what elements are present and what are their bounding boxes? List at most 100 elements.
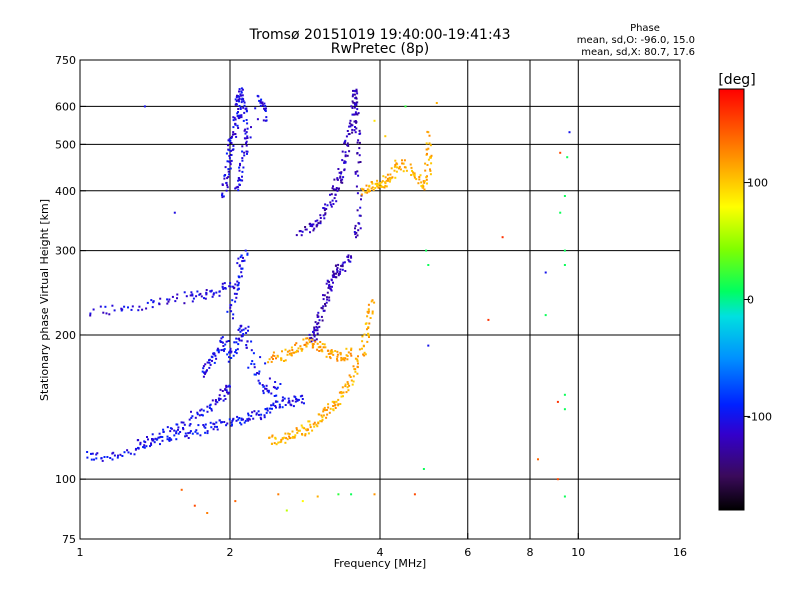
data-point: [201, 414, 204, 417]
data-point: [337, 398, 340, 401]
data-point: [301, 426, 304, 429]
data-point: [288, 401, 291, 404]
data-point: [137, 447, 140, 450]
data-point: [239, 330, 242, 333]
data-point: [228, 157, 231, 159]
data-point: [173, 211, 176, 214]
data-point: [280, 359, 283, 362]
data-point: [241, 97, 244, 100]
data-point: [236, 112, 239, 115]
data-point: [237, 111, 239, 113]
data-point: [234, 118, 237, 121]
data-point: [108, 313, 111, 316]
data-point: [228, 149, 231, 152]
data-point: [273, 442, 276, 445]
data-point: [544, 271, 547, 274]
data-point: [232, 144, 235, 147]
data-point: [166, 298, 169, 301]
data-point: [210, 409, 213, 412]
data-point: [387, 179, 390, 182]
data-point: [544, 314, 547, 317]
data-point: [344, 154, 347, 157]
data-point: [359, 227, 362, 230]
data-point: [237, 287, 240, 290]
data-point: [185, 434, 188, 437]
data-point: [156, 438, 159, 441]
data-point: [188, 418, 191, 421]
data-point: [295, 349, 298, 352]
data-point: [357, 362, 359, 365]
data-point: [225, 181, 228, 184]
data-point: [250, 415, 253, 417]
data-point: [237, 283, 240, 286]
data-point: [286, 438, 289, 441]
data-point: [372, 189, 375, 191]
data-point: [221, 282, 224, 285]
x-tick-label: 4: [377, 546, 384, 559]
data-point: [429, 168, 431, 171]
data-point: [150, 299, 153, 302]
data-point: [240, 325, 242, 328]
data-point: [219, 397, 222, 400]
data-point: [262, 119, 265, 122]
data-point: [326, 298, 329, 301]
data-point: [325, 355, 328, 358]
data-point: [316, 219, 319, 222]
data-point: [189, 423, 192, 425]
data-point: [326, 296, 328, 299]
data-point: [309, 225, 312, 227]
data-point: [242, 333, 245, 335]
data-point: [291, 430, 294, 433]
data-point: [281, 350, 283, 353]
data-point: [410, 166, 413, 169]
data-point: [351, 113, 354, 116]
data-point: [354, 370, 357, 373]
colorbar: [718, 88, 745, 511]
data-point: [317, 315, 320, 318]
data-point: [343, 168, 346, 171]
data-point: [342, 391, 345, 394]
data-point: [358, 141, 361, 144]
data-point: [239, 94, 242, 97]
data-point: [339, 176, 342, 179]
data-point: [367, 332, 370, 335]
data-point: [245, 344, 248, 346]
data-point: [373, 119, 376, 122]
data-point: [356, 92, 359, 95]
data-point: [245, 142, 247, 145]
data-point: [237, 98, 240, 101]
data-point: [300, 424, 303, 427]
data-point: [426, 152, 428, 155]
data-point: [258, 370, 261, 373]
data-point: [150, 443, 153, 446]
data-point: [346, 386, 349, 389]
data-point: [175, 432, 178, 435]
data-point: [343, 161, 346, 164]
data-point: [235, 419, 238, 422]
data-point: [330, 279, 333, 282]
data-point: [359, 206, 362, 209]
data-point: [251, 411, 254, 414]
data-point: [354, 224, 357, 227]
data-point: [236, 288, 239, 291]
data-point: [230, 137, 233, 139]
data-point: [226, 186, 229, 189]
data-point: [297, 347, 300, 350]
data-point: [347, 351, 350, 354]
data-point: [368, 336, 370, 338]
data-point: [221, 196, 224, 199]
data-point: [384, 181, 387, 184]
data-point: [287, 432, 290, 435]
data-point: [322, 305, 325, 308]
data-point: [190, 416, 193, 419]
data-point: [303, 427, 306, 430]
data-point: [345, 391, 348, 394]
data-point: [267, 391, 270, 394]
data-point: [265, 387, 268, 390]
data-point: [215, 357, 218, 360]
data-point: [237, 179, 240, 182]
data-point: [237, 343, 240, 346]
data-point: [229, 303, 232, 306]
data-point: [283, 436, 286, 439]
data-point: [296, 431, 299, 434]
